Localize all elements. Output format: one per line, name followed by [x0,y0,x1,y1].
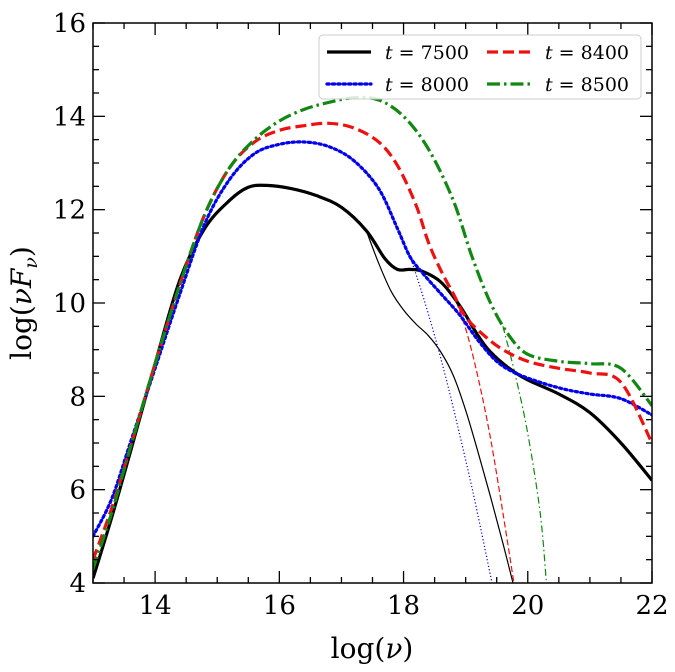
y-tick-label: 12 [53,196,86,226]
curve-group [93,95,652,583]
y-tick-label: 14 [53,102,86,132]
y-tick-label: 16 [53,9,86,39]
legend-label-4: t = 8500 [545,74,629,96]
series-3-thermal-line [452,293,515,583]
y-tick-label: 10 [53,289,86,319]
y-tick-label: 4 [69,569,86,599]
legend-label-2: t = 8000 [385,74,469,96]
x-tick-label: 18 [387,591,420,621]
x-tick-label: 20 [511,591,544,621]
x-tick-label: 16 [263,591,296,621]
x-tick-label: 22 [635,591,668,621]
series-4-total-line [93,95,652,570]
legend-label-1: t = 7500 [385,42,469,64]
series-1-thermal-line [365,230,514,583]
series-2-thermal-line [396,228,493,583]
series-2-total-line [93,140,652,538]
legend-box [318,34,642,100]
y-axis-label: log(νFν) [5,246,42,360]
legend: t = 7500 t = 8000 t = 8400 t = 8500 [318,34,642,100]
series-1-total-line [93,183,652,579]
y-tick-label: 8 [69,382,86,412]
x-axis-label: log(ν) [331,632,414,665]
series-3-total-line [93,121,652,561]
tick-group: 14 16 18 20 22 4 6 8 10 12 14 16 [53,9,669,621]
y-tick-label: 6 [69,476,86,506]
x-tick-label: 14 [139,591,172,621]
legend-label-3: t = 8400 [545,42,629,64]
